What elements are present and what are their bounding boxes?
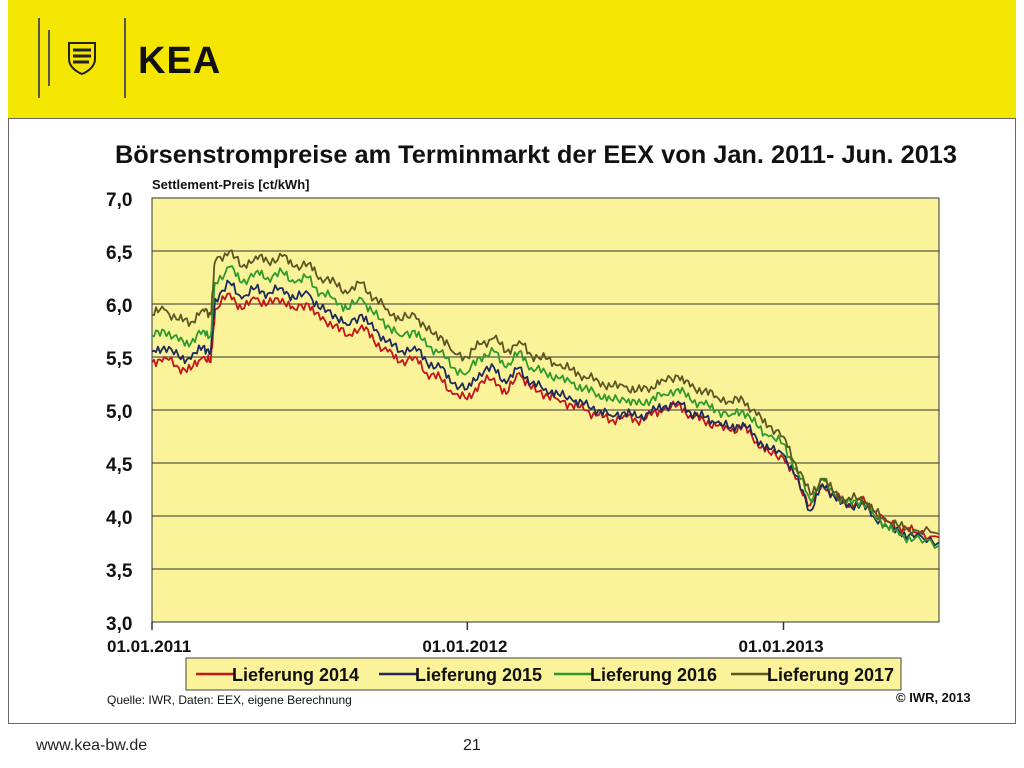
y-tick-label: 3,5 <box>106 561 133 582</box>
legend-label: Lieferung 2015 <box>415 665 542 685</box>
y-tick-label: 5,5 <box>106 349 133 370</box>
brand-name: KEA <box>138 40 222 82</box>
y-tick-label: 6,5 <box>106 243 133 264</box>
footer-url[interactable]: www.kea-bw.de <box>36 737 148 754</box>
coat-of-arms-icon <box>68 42 96 75</box>
y-tick-label: 4,5 <box>106 455 133 476</box>
series-line-lieferung-2017 <box>151 249 940 536</box>
x-tick-label: 01.01.2013 <box>739 637 824 656</box>
chart-panel: Börsenstrompreise am Terminmarkt der EEX… <box>8 118 1016 724</box>
logo <box>38 18 126 98</box>
legend-label: Lieferung 2017 <box>767 665 894 685</box>
y-tick-label: 3,0 <box>106 614 132 635</box>
line-chart: Börsenstrompreise am Terminmarkt der EEX… <box>106 141 971 707</box>
x-tick-label: 01.01.2012 <box>422 637 507 656</box>
legend-label: Lieferung 2014 <box>232 665 359 685</box>
y-axis-label: Settlement-Preis [ct/kWh] <box>152 177 309 192</box>
series-line-lieferung-2015 <box>151 279 940 547</box>
y-tick-label: 6,0 <box>106 296 132 317</box>
y-tick-label: 5,0 <box>106 402 132 423</box>
chart-copyright: © IWR, 2013 <box>896 690 971 705</box>
logo-frame-inner <box>48 30 116 86</box>
x-tick-label: 01.01.2011 <box>107 637 191 656</box>
chart-source: Quelle: IWR, Daten: EEX, eigene Berechnu… <box>107 693 352 707</box>
legend-box <box>185 657 902 691</box>
page-number: 21 <box>463 737 481 754</box>
series-line-lieferung-2014 <box>151 292 940 541</box>
logo-frame-outer <box>38 18 126 98</box>
chart-title: Börsenstrompreise am Terminmarkt der EEX… <box>115 141 957 169</box>
y-tick-label: 4,0 <box>106 508 132 529</box>
series-line-lieferung-2016 <box>151 265 940 549</box>
legend-label: Lieferung 2016 <box>590 665 717 685</box>
y-tick-label: 7,0 <box>106 190 132 211</box>
header-banner: KEA <box>8 0 1016 120</box>
